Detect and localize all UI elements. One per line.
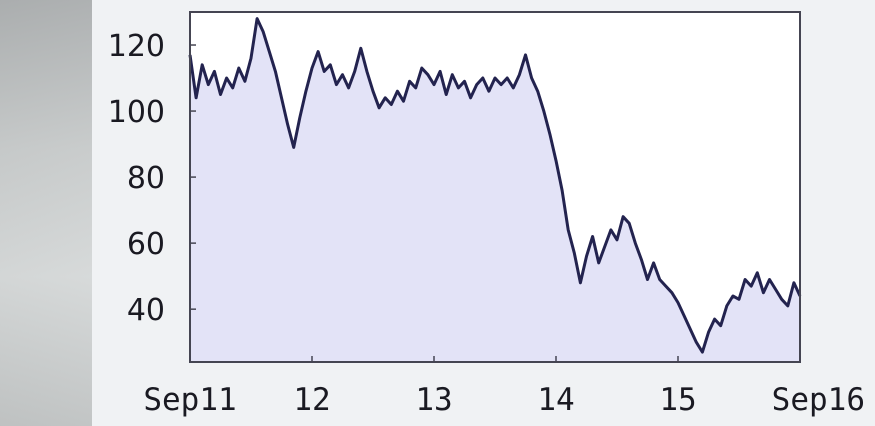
y-tick-label: 40 [127,293,165,328]
y-tick-label: 60 [127,227,165,262]
x-tick-label: Sep11 [143,382,236,418]
y-tick-label: 100 [108,95,165,130]
series-area [190,18,800,362]
series-line [188,17,802,354]
y-axis-labels: 120 100 80 60 40 [108,29,165,328]
x-tick-label: 15 [659,382,696,418]
y-tick-label: 80 [127,161,165,196]
plot-frame [189,11,801,363]
x-tick-label: 12 [293,382,330,418]
background-left-edge [0,0,100,426]
axis-ticks [189,44,801,362]
x-tick-label: Sep16 [772,382,865,418]
x-axis-labels: Sep11 12 13 14 15 Sep16 [143,382,865,418]
x-tick-label: 14 [537,382,574,418]
x-tick-label: 13 [415,382,452,418]
y-tick-label: 120 [108,29,165,64]
